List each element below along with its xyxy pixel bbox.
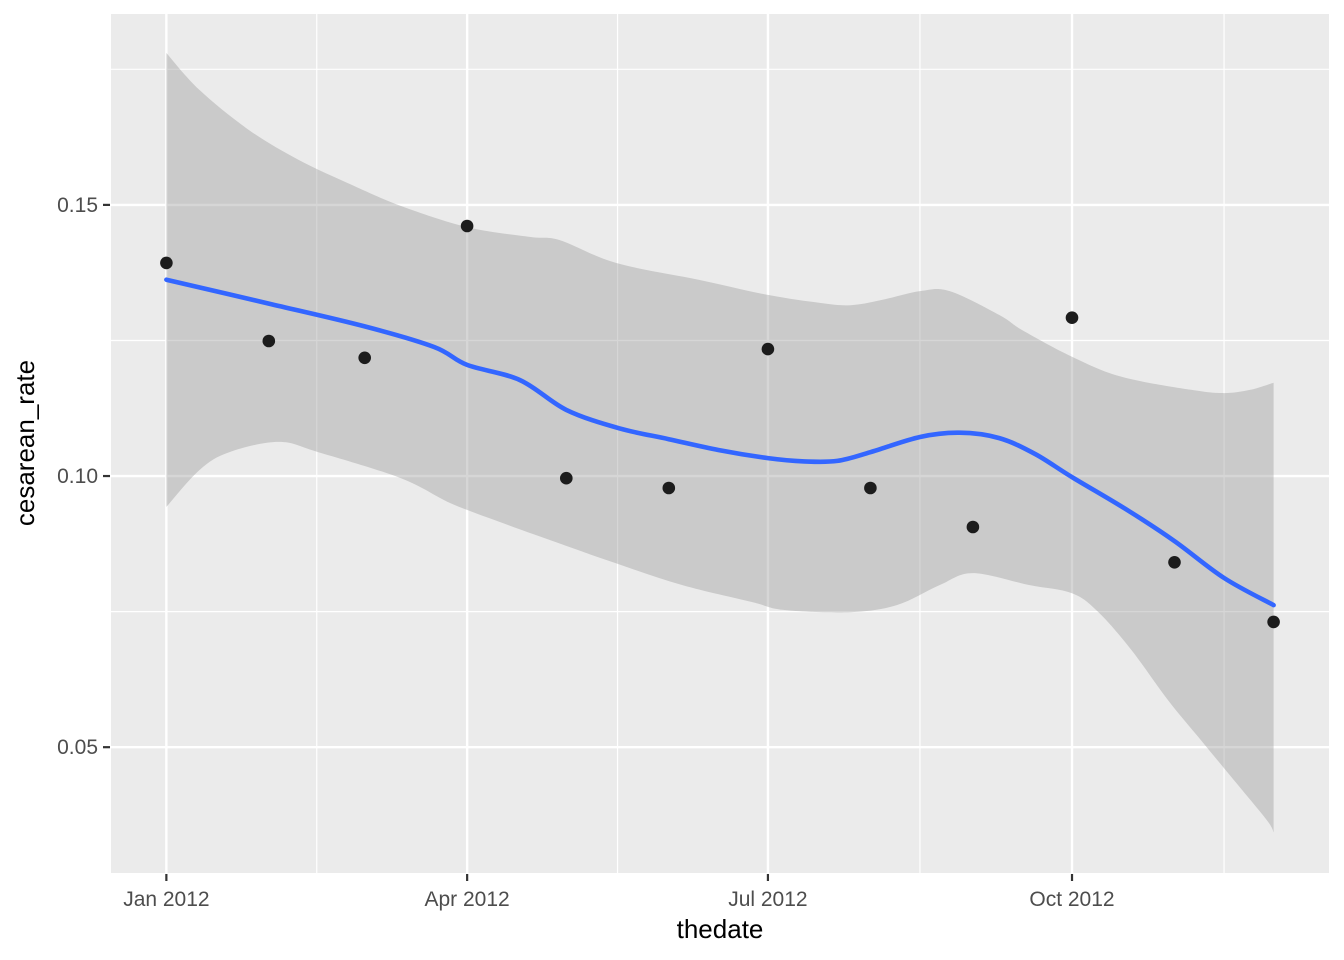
smooth-line — [164, 277, 1276, 608]
data-point — [460, 219, 474, 233]
y-tick-label: 0.10 — [57, 465, 98, 488]
y-axis-tick-marks — [103, 203, 110, 749]
gridlines-major — [111, 14, 1329, 873]
data-points — [160, 219, 1280, 629]
data-point — [262, 334, 276, 348]
gridlines-minor — [111, 14, 1329, 873]
x-tick-label: Oct 2012 — [1029, 888, 1114, 911]
y-tick-label: 0.15 — [57, 194, 98, 217]
panel-background — [111, 14, 1329, 873]
data-point — [560, 471, 573, 485]
x-axis-title: thedate — [677, 914, 764, 944]
data-point — [358, 351, 372, 365]
x-tick-label: Jul 2012 — [728, 888, 807, 911]
data-point — [761, 342, 775, 356]
y-axis-tick-labels: 0.05 0.10 0.15 — [57, 194, 98, 759]
confidence-ribbon — [166, 53, 1274, 833]
x-axis-tick-labels: Jan 2012 Apr 2012 Jul 2012 Oct 2012 — [123, 888, 1114, 911]
x-axis-tick-marks — [165, 874, 1074, 881]
data-point — [1168, 556, 1181, 569]
data-point — [160, 256, 173, 270]
x-tick-label: Apr 2012 — [424, 888, 509, 911]
data-point — [662, 481, 676, 495]
y-axis-title: cesarean_rate — [10, 360, 40, 526]
data-point — [1267, 615, 1280, 629]
x-tick-label: Jan 2012 — [123, 888, 209, 911]
data-point — [966, 520, 980, 534]
data-point — [864, 481, 877, 495]
data-point — [1065, 311, 1079, 325]
y-tick-label: 0.05 — [57, 736, 98, 759]
